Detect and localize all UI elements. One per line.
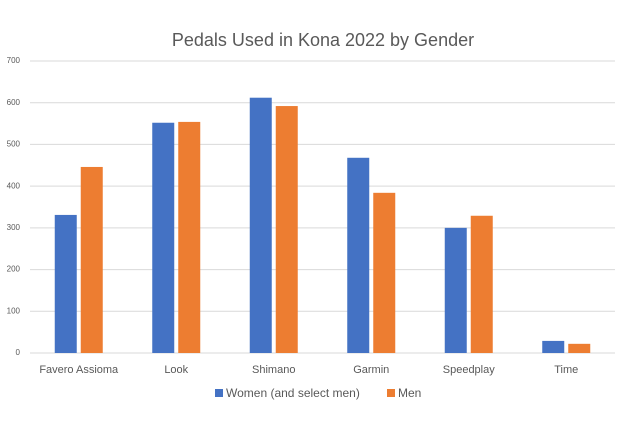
bar	[542, 340, 565, 353]
bar	[444, 227, 467, 353]
y-tick-label: 400	[7, 181, 21, 190]
bar	[568, 343, 591, 353]
legend-label: Women (and select men)	[226, 386, 360, 400]
legend-swatch	[215, 389, 223, 397]
legend-label: Men	[398, 386, 421, 400]
x-tick-label: Garmin	[353, 364, 389, 376]
x-tick-label: Shimano	[252, 364, 295, 376]
x-tick-label: Look	[164, 364, 188, 376]
y-tick-label: 200	[7, 265, 21, 274]
bar	[54, 214, 77, 353]
y-tick-label: 500	[7, 140, 21, 149]
bar	[470, 215, 493, 353]
x-tick-label: Time	[554, 364, 578, 376]
y-tick-label: 100	[7, 306, 21, 315]
y-tick-label: 700	[7, 56, 21, 65]
bar	[373, 192, 396, 353]
y-tick-label: 0	[16, 348, 21, 357]
x-tick-label: Speedplay	[443, 364, 495, 376]
y-tick-label: 300	[7, 223, 21, 232]
chart-title: Pedals Used in Kona 2022 by Gender	[172, 30, 474, 50]
y-tick-label: 600	[7, 98, 21, 107]
bar	[347, 157, 370, 353]
bar	[80, 166, 103, 353]
x-tick-label: Favero Assioma	[39, 364, 119, 376]
bar	[152, 122, 175, 353]
bar	[178, 121, 201, 353]
bar	[249, 97, 272, 353]
legend-swatch	[387, 389, 395, 397]
bar	[275, 106, 298, 354]
